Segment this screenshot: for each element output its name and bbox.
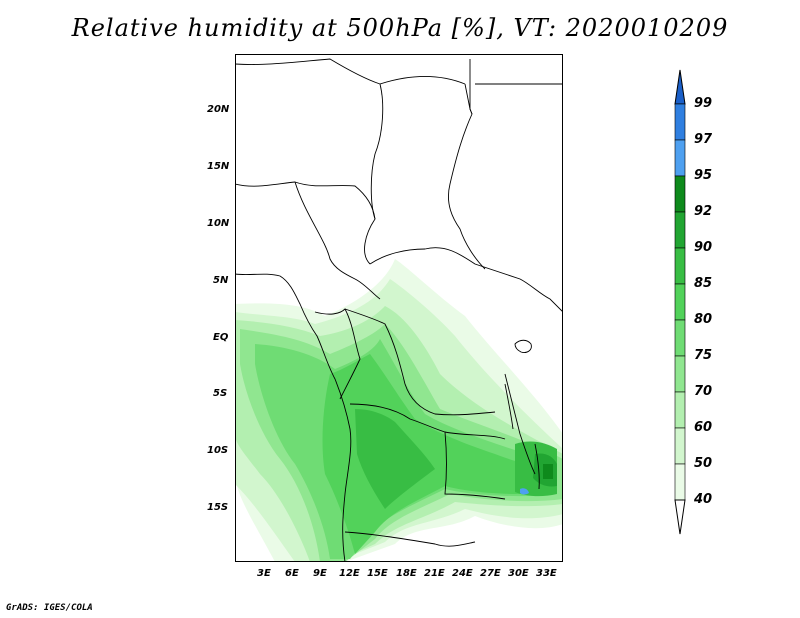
country-borders [235,58,563,562]
lon-label-6e: 6E [285,568,299,579]
lon-label-27e: 27E [480,568,501,579]
colorbar-label-85: 85 [694,276,713,291]
lon-label-15e: 15E [367,568,388,579]
border-line-north [235,58,466,85]
colorbar-segment-50 [674,427,686,465]
border-line-niger-nigeria [235,181,376,220]
colorbar-segment-60 [674,391,686,429]
lat-label-eq: EQ [213,332,229,343]
lat-label-10s: 10S [207,445,229,456]
lat-label-20n: 20N [207,104,230,115]
colorbar-segment-below-40 [674,499,686,535]
lon-label-24e: 24E [452,568,473,579]
lon-label-21e: 21E [424,568,445,579]
border-line-drc-angola [349,403,506,440]
lon-label-9e: 9E [313,568,327,579]
colorbar-label-99: 99 [694,96,713,111]
colorbar-label-92: 92 [694,204,713,219]
lat-label-5s: 5S [213,388,228,399]
border-line-libya-chad [364,83,384,265]
border-line-nigeria-cameroon [294,181,381,300]
lat-label-15n: 15N [207,161,230,172]
border-line-car [369,247,563,313]
lon-label-12e: 12E [339,568,360,579]
colorbar-label-75: 75 [694,348,713,363]
humidity-area-92 [543,464,553,479]
border-line-lake-tanganyika [504,383,514,430]
colorbar-segment-99-plus [674,69,686,105]
colorbar-label-60: 60 [694,420,713,435]
humidity-area-95 [520,488,529,495]
colorbar-segment-75 [674,319,686,357]
border-line-rift [504,373,536,475]
humidity-area-80 [322,354,553,554]
colorbar-segment-85 [674,247,686,285]
colorbar-label-90: 90 [694,240,713,255]
colorbar-segment-97 [674,103,686,141]
colorbar-segment-95 [674,139,686,177]
colorbar-label-70: 70 [694,384,713,399]
colorbar-segment-70 [674,355,686,393]
colorbar-segment-40 [674,463,686,501]
map-title: Relative humidity at 500hPa [%], VT: 202… [71,14,729,42]
border-line-egypt [469,59,473,115]
lon-label-30e: 30E [508,568,529,579]
colorbar-segment-92 [674,175,686,213]
lon-label-33e: 33E [536,568,557,579]
credit-text: GrADS: IGES/COLA [6,603,93,613]
border-line-angola-zambia [444,431,506,500]
colorbar-segment-80 [674,283,686,321]
colorbar-label-40: 40 [694,492,713,507]
border-line-chad-sudan [448,83,486,270]
humidity-area-85 [355,409,435,509]
border-line-angola-namibia [344,531,476,547]
lat-label-10n: 10N [207,218,230,229]
humidity-field [235,259,563,562]
colorbar-segment-90 [674,211,686,249]
humidity-map [235,54,563,562]
lon-label-3e: 3E [257,568,271,579]
colorbar [674,69,686,535]
border-line-lake-victoria [514,339,532,353]
colorbar-label-97: 97 [694,132,713,147]
border-line-congo-drc [344,308,496,416]
border-line-gabon-congo [314,308,361,400]
lat-label-5n: 5N [213,275,229,286]
border-line-coast-west [235,273,352,562]
colorbar-label-80: 80 [694,312,713,327]
lat-label-15s: 15S [207,502,229,513]
colorbar-label-50: 50 [694,456,713,471]
border-line-lake-malawi [534,443,540,490]
colorbar-label-95: 95 [694,168,713,183]
lon-label-18e: 18E [396,568,417,579]
